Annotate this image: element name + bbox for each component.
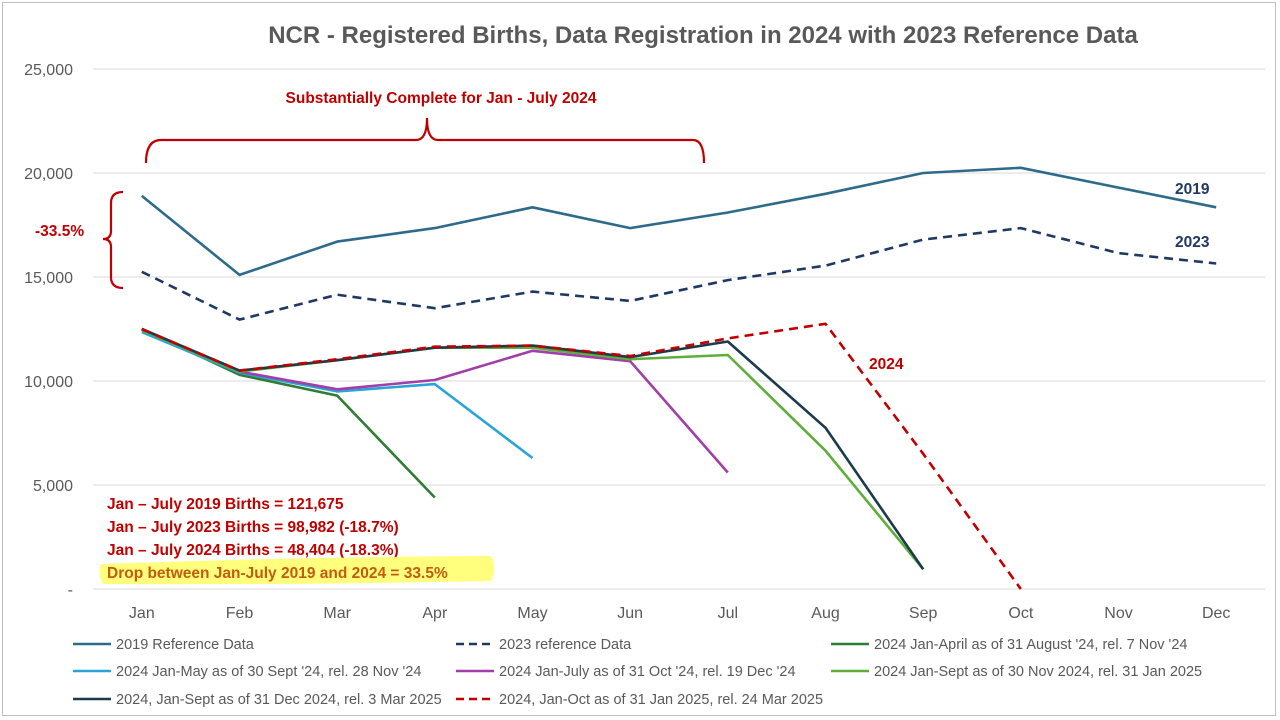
x-tick-label: Sep	[909, 605, 938, 622]
series-line-1	[140, 166, 1217, 277]
y-tick-label: 20,000	[24, 166, 73, 183]
legend-label: 2019 Reference Data	[116, 637, 255, 653]
bracket-label: Substantially Complete for Jan - July 20…	[286, 90, 597, 107]
line-chart: NCR - Registered Births, Data Registrati…	[24, 22, 1265, 708]
x-tick-label: Mar	[323, 605, 351, 622]
x-tick-label: May	[517, 605, 547, 622]
side-bracket	[102, 190, 124, 290]
legend-label: 2024 Jan-July as of 31 Oct '24, rel. 19 …	[499, 664, 796, 680]
series-line-4	[141, 330, 534, 460]
x-axis: Jan Feb Mar Apr May Jun Jul Aug Sep Oct Nov Dec	[129, 605, 1230, 622]
summary-line-2024: Jan – July 2024 Births = 48,404 (-18.3%)	[107, 542, 399, 559]
x-tick-label: Jan	[129, 605, 155, 622]
legend-label: 2023 reference Data	[499, 637, 632, 653]
legend-label: 2024, Jan-Sept as of 31 Dec 2024, rel. 3…	[116, 692, 442, 708]
highlight-line: Drop between Jan-July 2019 and 2024 = 33…	[107, 565, 448, 582]
label-2019: 2019	[1175, 181, 1210, 198]
y-tick-label: 5,000	[33, 478, 73, 495]
label-2024: 2024	[869, 356, 904, 373]
x-tick-label: Apr	[422, 605, 448, 622]
x-tick-label: Oct	[1008, 605, 1033, 622]
series-line-2	[141, 226, 1217, 321]
summary-line-2023: Jan – July 2023 Births = 98,982 (-18.7%)	[107, 519, 399, 536]
y-tick-label: 25,000	[24, 62, 73, 79]
bracket-annotation: Substantially Complete for Jan - July 20…	[35, 90, 706, 290]
y-axis: - 5,000 10,000 15,000 20,000 25,000	[24, 62, 73, 599]
x-tick-label: Jun	[617, 605, 643, 622]
x-tick-label: Nov	[1104, 605, 1132, 622]
series-line-5	[141, 327, 729, 474]
legend: 2019 Reference Data 2023 reference Data 20…	[73, 637, 1202, 708]
summary-box: Jan – July 2019 Births = 121,675 Jan – J…	[99, 496, 495, 585]
y-tick-label: 15,000	[24, 270, 73, 287]
legend-label: 2024 Jan-May as of 30 Sept '24, rel. 28 …	[116, 664, 421, 680]
legend-label: 2024, Jan-Oct as of 31 Jan 2025, rel. 24…	[499, 692, 823, 708]
summary-line-2019: Jan – July 2019 Births = 121,675	[107, 496, 344, 513]
series-line-8	[141, 322, 1022, 590]
x-tick-label: Dec	[1202, 605, 1230, 622]
drop-label: -33.5%	[35, 223, 84, 240]
y-tick-label: 10,000	[24, 374, 73, 391]
top-bracket	[144, 117, 706, 164]
series-lines	[140, 166, 1217, 590]
y-tick-label: -	[68, 582, 73, 599]
legend-label: 2024 Jan-Sept as of 30 Nov 2024, rel. 31…	[874, 664, 1202, 680]
legend-label: 2024 Jan-April as of 31 August '24, rel.…	[874, 637, 1187, 653]
highlight-marker	[99, 556, 495, 585]
chart-title: NCR - Registered Births, Data Registrati…	[268, 22, 1138, 49]
x-tick-label: Feb	[226, 605, 254, 622]
x-tick-label: Jul	[718, 605, 738, 622]
label-2023: 2023	[1175, 234, 1210, 251]
x-tick-label: Aug	[811, 605, 839, 622]
